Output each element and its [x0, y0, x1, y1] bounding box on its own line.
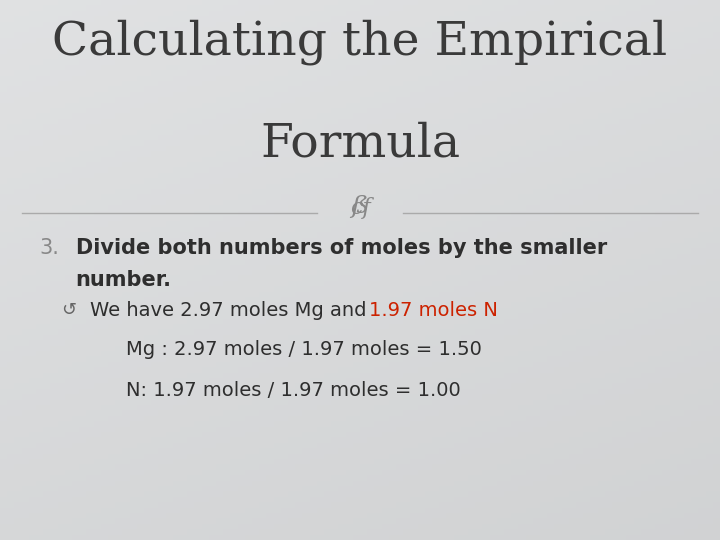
Text: Calculating the Empirical: Calculating the Empirical [53, 19, 667, 65]
Text: 1.97 moles N: 1.97 moles N [369, 301, 498, 320]
Text: We have 2.97 moles Mg and: We have 2.97 moles Mg and [90, 301, 373, 320]
Text: cf: cf [350, 197, 370, 219]
Text: 3.: 3. [40, 238, 60, 258]
Text: Divide both numbers of moles by the smaller: Divide both numbers of moles by the smal… [76, 238, 607, 258]
Text: N: 1.97 moles / 1.97 moles = 1.00: N: 1.97 moles / 1.97 moles = 1.00 [126, 381, 461, 400]
Text: ↺: ↺ [61, 301, 76, 319]
Text: Mg : 2.97 moles / 1.97 moles = 1.50: Mg : 2.97 moles / 1.97 moles = 1.50 [126, 340, 482, 359]
Text: ß: ß [351, 195, 369, 219]
Text: number.: number. [76, 270, 171, 290]
Text: Formula: Formula [260, 122, 460, 167]
